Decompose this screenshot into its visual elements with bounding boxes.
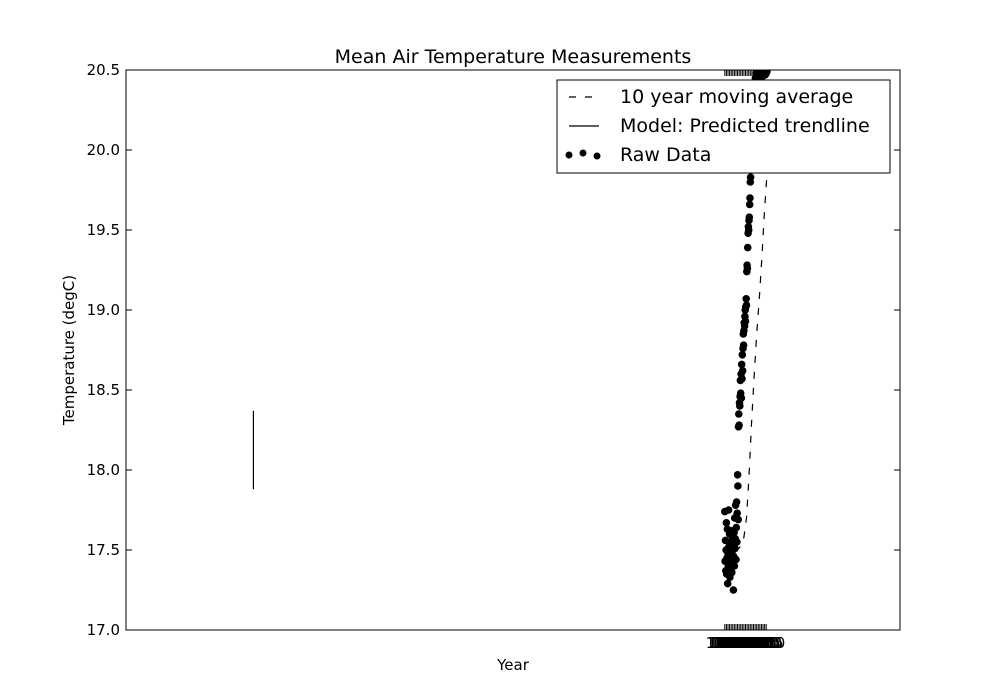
x-axis-ticks: 1880188518901895190019051910191519201925… <box>706 70 785 652</box>
raw-data-point <box>746 173 755 181</box>
raw-data-point <box>728 568 736 577</box>
raw-data-point <box>734 482 742 490</box>
raw-data-point <box>738 367 747 375</box>
legend: 10 year moving average Model: Predicted … <box>556 79 891 174</box>
raw-data-point <box>736 402 744 410</box>
legend-raw-data-marker <box>593 152 601 160</box>
x-tick-label: 1965 <box>733 634 771 652</box>
raw-data-point <box>733 538 741 546</box>
legend-raw-data-marker <box>565 151 573 159</box>
x-tick-label: 1995 <box>742 634 780 652</box>
x-tick-label: 1945 <box>726 634 764 652</box>
x-tick-label: 1895 <box>710 634 748 652</box>
y-axis-label: Temperature (degC) <box>60 275 78 426</box>
moving-average-line <box>725 175 768 560</box>
x-tick-label: 1880 <box>706 634 744 652</box>
y-tick-label: 17.0 <box>87 621 120 639</box>
legend-box <box>556 79 891 174</box>
raw-data-point <box>742 301 751 310</box>
y-axis-ticks: 17.0 17.5 18.0 18.5 19.0 19.5 20.0 20.5 <box>87 61 900 639</box>
y-tick-label: 18.0 <box>87 461 120 479</box>
raw-data-point <box>745 200 754 209</box>
raw-data-point <box>733 509 741 517</box>
x-tick-label: 1935 <box>723 634 761 652</box>
legend-raw-data-marker <box>579 149 587 157</box>
raw-data-point <box>741 317 750 326</box>
x-tick-label: 1960 <box>731 634 769 652</box>
x-tick-label: 1985 <box>739 634 777 652</box>
raw-data-point <box>722 519 731 527</box>
y-tick-label: 19.0 <box>87 301 120 319</box>
legend-moving-average-label: 10 year moving average <box>620 86 853 108</box>
x-tick-label: 1990 <box>741 634 779 652</box>
legend-trendline-label: Model: Predicted trendline <box>620 115 870 137</box>
raw-data-point <box>746 194 754 202</box>
y-tick-label: 19.5 <box>87 221 120 239</box>
legend-raw-data-label: Raw Data <box>620 144 711 166</box>
x-axis-label: Year <box>496 656 530 674</box>
x-tick-label: 1890 <box>709 634 747 652</box>
raw-data-point <box>733 471 742 479</box>
raw-data-point <box>737 394 746 402</box>
y-tick-label: 20.5 <box>87 61 120 79</box>
x-tick-label: 2005 <box>746 634 784 652</box>
raw-data-point <box>743 243 752 252</box>
raw-data-point <box>738 351 747 359</box>
raw-data-point <box>723 579 732 588</box>
x-tick-label: 2010 <box>747 634 785 652</box>
raw-data-point <box>735 410 743 418</box>
raw-data-point <box>724 506 733 514</box>
x-tick-label: 1940 <box>725 634 763 652</box>
x-tick-label: 1920 <box>718 634 756 652</box>
raw-data-point <box>734 515 742 524</box>
raw-data-point <box>745 213 754 221</box>
chart-title: Mean Air Temperature Measurements <box>335 46 692 68</box>
raw-data-point <box>729 586 738 594</box>
x-tick-label: 1950 <box>728 634 766 652</box>
y-tick-label: 18.5 <box>87 381 120 399</box>
x-tick-label: 1900 <box>712 634 750 652</box>
x-tick-label: 2000 <box>744 634 782 652</box>
raw-data-point <box>735 421 743 430</box>
x-tick-label: 1955 <box>730 634 768 652</box>
plot-frame <box>125 69 901 631</box>
raw-data-point <box>744 226 753 234</box>
x-tick-label: 1885 <box>707 634 745 652</box>
raw-data-point <box>743 264 752 273</box>
raw-data-point <box>731 544 739 553</box>
raw-data-point <box>763 70 771 76</box>
x-tick-label: 1975 <box>736 634 774 652</box>
x-tick-label: 1905 <box>714 634 752 652</box>
x-tick-label: 1980 <box>738 634 776 652</box>
raw-data-point <box>732 498 741 506</box>
x-tick-label: 1930 <box>722 634 760 652</box>
raw-data-point <box>738 375 746 383</box>
raw-data-point <box>737 360 746 369</box>
raw-data-point <box>732 555 740 564</box>
raw-data-point <box>730 562 739 570</box>
raw-data-point <box>732 523 741 532</box>
raw-data-point <box>739 341 748 350</box>
x-tick-label: 1925 <box>720 634 758 652</box>
x-tick-label: 1915 <box>717 634 755 652</box>
x-tick-label: 1970 <box>734 634 772 652</box>
x-tick-label: 1910 <box>715 634 753 652</box>
raw-data-point <box>742 295 750 303</box>
y-tick-label: 17.5 <box>87 541 120 559</box>
y-tick-label: 20.0 <box>87 141 120 159</box>
